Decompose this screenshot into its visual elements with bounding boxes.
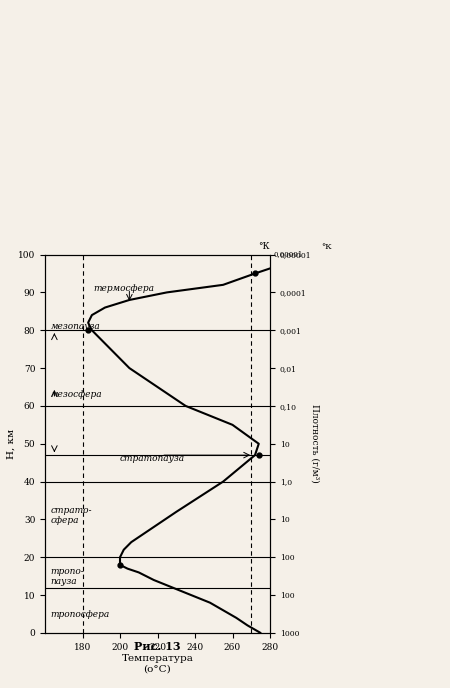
Text: мезосфера: мезосфера: [50, 390, 102, 399]
Y-axis label: Плотность (г/м³): Плотность (г/м³): [310, 405, 320, 483]
Text: страто-
сфера: страто- сфера: [50, 506, 92, 526]
Text: термосфера: термосфера: [94, 284, 155, 293]
Text: °К: °К: [258, 241, 270, 251]
Text: стратопауза: стратопауза: [120, 454, 185, 464]
Text: мезопауза: мезопауза: [50, 322, 100, 331]
Text: °К: °К: [321, 243, 332, 251]
Text: тропо-
пауза: тропо- пауза: [50, 566, 85, 586]
Y-axis label: H, км: H, км: [6, 429, 15, 459]
Text: 0,00001: 0,00001: [274, 250, 303, 259]
X-axis label: Температура
(о°С): Температура (о°С): [122, 654, 194, 674]
Text: Рис. 13: Рис. 13: [134, 641, 181, 652]
Text: тропосфера: тропосфера: [50, 610, 110, 619]
